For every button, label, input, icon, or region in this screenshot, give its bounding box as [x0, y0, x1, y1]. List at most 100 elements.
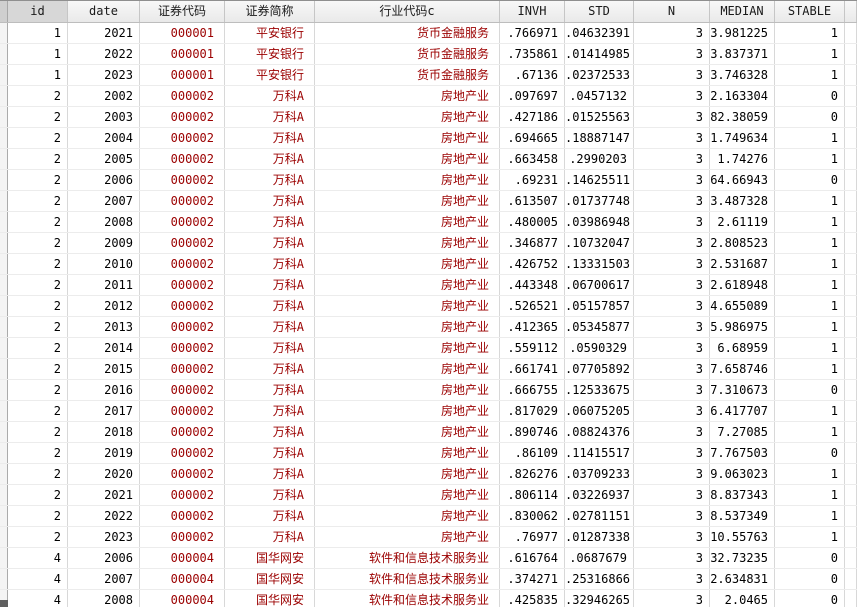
cell-id[interactable]: 2 [8, 296, 68, 316]
cell-id[interactable]: 2 [8, 107, 68, 127]
cell-sec_code[interactable]: 000002 [140, 464, 225, 484]
cell-sec_code[interactable]: 000002 [140, 170, 225, 190]
cell-invh[interactable]: .097697 [500, 86, 565, 106]
cell-n[interactable]: 3 [634, 359, 710, 379]
cell-id[interactable]: 2 [8, 338, 68, 358]
cell-stable[interactable]: 1 [775, 254, 845, 274]
cell-sec_name[interactable]: 万科A [225, 275, 315, 295]
cell-date[interactable]: 2007 [68, 569, 140, 589]
cell-sec_code[interactable]: 000002 [140, 233, 225, 253]
cell-id[interactable]: 2 [8, 212, 68, 232]
row-selector-margin[interactable] [0, 86, 8, 106]
cell-industry_code[interactable]: 软件和信息技术服务业 [315, 548, 500, 568]
cell-std[interactable]: .12533675 [565, 380, 634, 400]
cell-std[interactable]: .03709233 [565, 464, 634, 484]
cell-stable[interactable]: 0 [775, 443, 845, 463]
cell-industry_code[interactable]: 房地产业 [315, 86, 500, 106]
cell-date[interactable]: 2014 [68, 338, 140, 358]
cell-sec_name[interactable]: 国华网安 [225, 548, 315, 568]
cell-std[interactable]: .01414985 [565, 44, 634, 64]
cell-sec_name[interactable]: 万科A [225, 212, 315, 232]
cell-median[interactable]: 2.61119 [710, 212, 775, 232]
cell-date[interactable]: 2022 [68, 506, 140, 526]
cell-date[interactable]: 2006 [68, 170, 140, 190]
cell-industry_code[interactable]: 软件和信息技术服务业 [315, 590, 500, 607]
cell-sec_name[interactable]: 万科A [225, 149, 315, 169]
cell-invh[interactable]: .666755 [500, 380, 565, 400]
cell-median[interactable]: 3.837371 [710, 44, 775, 64]
cell-invh[interactable]: .661741 [500, 359, 565, 379]
cell-sec_code[interactable]: 000002 [140, 317, 225, 337]
cell-n[interactable]: 3 [634, 569, 710, 589]
cell-industry_code[interactable]: 软件和信息技术服务业 [315, 569, 500, 589]
cell-id[interactable]: 2 [8, 380, 68, 400]
cell-stable[interactable]: 0 [775, 590, 845, 607]
cell-std[interactable]: .01737748 [565, 191, 634, 211]
cell-industry_code[interactable]: 房地产业 [315, 128, 500, 148]
cell-industry_code[interactable]: 房地产业 [315, 506, 500, 526]
cell-sec_code[interactable]: 000002 [140, 149, 225, 169]
cell-sec_name[interactable]: 万科A [225, 338, 315, 358]
row-selector-margin[interactable] [0, 401, 8, 421]
row-selector-margin[interactable] [0, 65, 8, 85]
cell-sec_name[interactable]: 万科A [225, 506, 315, 526]
cell-median[interactable]: 3.981225 [710, 23, 775, 43]
cell-std[interactable]: .10732047 [565, 233, 634, 253]
cell-sec_name[interactable]: 万科A [225, 527, 315, 547]
cell-sec_name[interactable]: 万科A [225, 296, 315, 316]
cell-id[interactable]: 2 [8, 191, 68, 211]
cell-id[interactable]: 2 [8, 401, 68, 421]
cell-industry_code[interactable]: 房地产业 [315, 464, 500, 484]
cell-invh[interactable]: .526521 [500, 296, 565, 316]
cell-median[interactable]: 3.487328 [710, 191, 775, 211]
cell-std[interactable]: .05345877 [565, 317, 634, 337]
cell-sec_name[interactable]: 万科A [225, 233, 315, 253]
cell-id[interactable]: 2 [8, 359, 68, 379]
row-selector-margin[interactable] [0, 590, 8, 607]
cell-sec_code[interactable]: 000002 [140, 506, 225, 526]
cell-invh[interactable]: .76977 [500, 527, 565, 547]
cell-std[interactable]: .18887147 [565, 128, 634, 148]
cell-median[interactable]: 7.658746 [710, 359, 775, 379]
cell-sec_name[interactable]: 万科A [225, 317, 315, 337]
cell-stable[interactable]: 1 [775, 191, 845, 211]
cell-stable[interactable]: 0 [775, 170, 845, 190]
cell-median[interactable]: 7.310673 [710, 380, 775, 400]
cell-industry_code[interactable]: 房地产业 [315, 317, 500, 337]
cell-stable[interactable]: 1 [775, 128, 845, 148]
cell-stable[interactable]: 0 [775, 380, 845, 400]
row-selector-margin[interactable] [0, 569, 8, 589]
cell-id[interactable]: 2 [8, 254, 68, 274]
cell-n[interactable]: 3 [634, 464, 710, 484]
cell-stable[interactable]: 0 [775, 569, 845, 589]
row-selector-margin[interactable] [0, 170, 8, 190]
cell-date[interactable]: 2020 [68, 464, 140, 484]
cell-id[interactable]: 2 [8, 527, 68, 547]
cell-median[interactable]: 1.749634 [710, 128, 775, 148]
cell-median[interactable]: 1.74276 [710, 149, 775, 169]
cell-date[interactable]: 2007 [68, 191, 140, 211]
column-header-median[interactable]: MEDIAN [710, 1, 775, 22]
cell-sec_name[interactable]: 万科A [225, 443, 315, 463]
cell-n[interactable]: 3 [634, 296, 710, 316]
cell-id[interactable]: 2 [8, 233, 68, 253]
cell-std[interactable]: .0590329 [565, 338, 634, 358]
cell-stable[interactable]: 1 [775, 506, 845, 526]
cell-n[interactable]: 3 [634, 170, 710, 190]
cell-date[interactable]: 2017 [68, 401, 140, 421]
cell-id[interactable]: 1 [8, 65, 68, 85]
cell-sec_name[interactable]: 万科A [225, 422, 315, 442]
cell-n[interactable]: 3 [634, 338, 710, 358]
cell-median[interactable]: 8.537349 [710, 506, 775, 526]
cell-median[interactable]: 3.746328 [710, 65, 775, 85]
cell-id[interactable]: 2 [8, 170, 68, 190]
cell-median[interactable]: 2.618948 [710, 275, 775, 295]
cell-id[interactable]: 2 [8, 275, 68, 295]
cell-median[interactable]: 2.163304 [710, 86, 775, 106]
cell-std[interactable]: .06700617 [565, 275, 634, 295]
cell-sec_name[interactable]: 万科A [225, 359, 315, 379]
cell-std[interactable]: .11415517 [565, 443, 634, 463]
cell-sec_code[interactable]: 000002 [140, 275, 225, 295]
cell-sec_code[interactable]: 000002 [140, 401, 225, 421]
cell-std[interactable]: .01287338 [565, 527, 634, 547]
